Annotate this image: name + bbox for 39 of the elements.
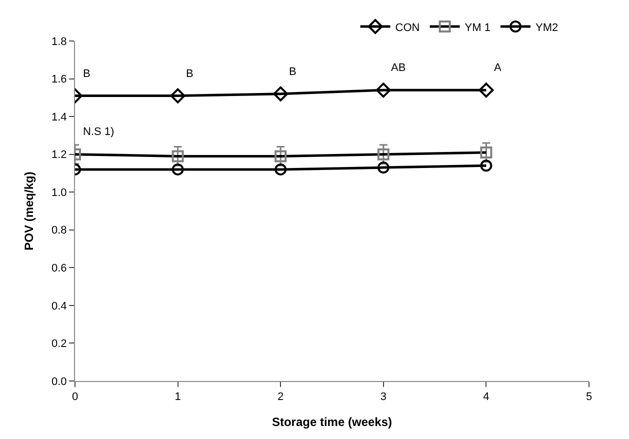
point — [480, 160, 492, 172]
x-tick-label: 4 — [483, 391, 490, 404]
point — [172, 163, 184, 176]
legend-label: YM2 — [535, 22, 558, 34]
y-tick-label: 0.4 — [52, 300, 67, 312]
point — [377, 162, 390, 174]
y-tick-label: 0.8 — [52, 224, 67, 237]
x-tick-label: 2 — [278, 391, 284, 404]
y-tick-label: 0.0 — [52, 376, 67, 388]
y-tick-label: 1.6 — [52, 74, 67, 86]
annotation: AB — [391, 62, 406, 74]
point — [480, 146, 492, 158]
annotation: B — [83, 68, 90, 80]
annotation: N.S 1) — [83, 126, 114, 138]
x-tick-label: 3 — [380, 391, 386, 404]
point — [377, 148, 390, 160]
point — [273, 86, 288, 102]
x-tick-label: 1 — [174, 391, 181, 404]
legend-label: YM 1 — [464, 22, 490, 34]
y-tick-label: 0.2 — [52, 338, 67, 350]
legend-label: CON — [395, 22, 420, 34]
y-tick-label: 1.8 — [52, 36, 67, 48]
y-tick-label: 1.4 — [52, 111, 67, 124]
point — [274, 150, 287, 162]
annotation: B — [289, 66, 296, 78]
point — [274, 163, 287, 176]
y-tick-label: 1.0 — [52, 186, 67, 199]
y-tick-label: 0.6 — [52, 262, 67, 275]
x-axis-title: Storage time (weeks) — [272, 415, 392, 430]
annotation: A — [494, 62, 502, 74]
annotation: B — [186, 68, 194, 80]
point — [172, 150, 184, 162]
y-tick-label: 1.2 — [52, 149, 67, 162]
x-tick-label: 0 — [72, 391, 78, 404]
x-tick-label: 5 — [586, 391, 592, 404]
point — [478, 82, 494, 98]
point — [376, 82, 391, 98]
point — [170, 88, 186, 104]
y-axis-title: POV (meq/kg) — [22, 172, 36, 250]
